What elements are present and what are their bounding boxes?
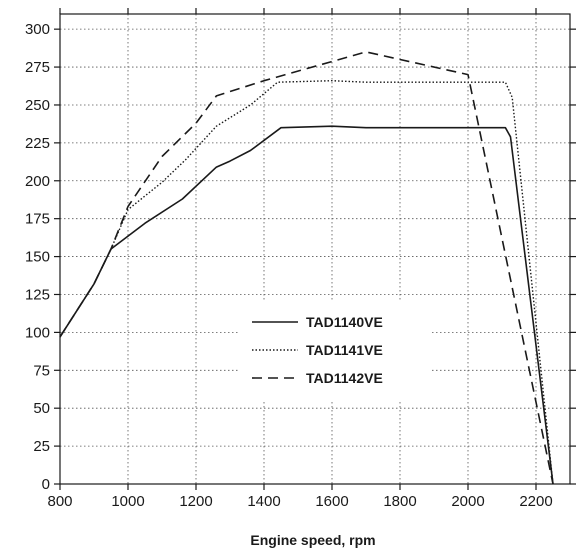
x-axis-title: Engine speed, rpm — [250, 532, 375, 548]
x-tick-label: 1000 — [111, 493, 144, 510]
y-tick-label: 25 — [33, 438, 50, 455]
y-tick-label: 200 — [25, 173, 50, 190]
series-line-tad1140ve — [59, 125, 554, 485]
y-tick-label: 175 — [25, 211, 50, 228]
plot-frame — [59, 13, 571, 485]
y-tick-label: 50 — [33, 400, 50, 417]
y-tick-label: 0 — [42, 476, 50, 493]
x-tick-label: 2200 — [519, 493, 552, 510]
series-line-tad1141ve — [59, 79, 554, 485]
y-tick-label: 225 — [25, 135, 50, 152]
y-tick-label: 125 — [25, 286, 50, 303]
legend-box — [240, 302, 430, 400]
y-tick-label: 75 — [33, 362, 50, 379]
legend-label: TAD1140VE — [306, 314, 383, 330]
legend-label: TAD1142VE — [306, 370, 383, 386]
legend-label: TAD1141VE — [306, 342, 383, 358]
x-tick-label: 800 — [47, 493, 72, 510]
x-tick-label: 1800 — [383, 493, 416, 510]
x-tick-label: 1200 — [179, 493, 212, 510]
x-tick-label: 1400 — [247, 493, 280, 510]
series-lines — [59, 51, 554, 485]
series-line-tad1142ve — [59, 51, 554, 485]
y-tick-label: 150 — [25, 249, 50, 266]
legend: TAD1140VE TAD1141VE TAD1142VE — [240, 302, 430, 400]
axes — [54, 8, 576, 490]
tick-labels: 800 1000 1200 1400 1600 1800 2000 2200 0 25 50 75 10… — [25, 21, 553, 510]
x-tick-label: 1600 — [315, 493, 348, 510]
x-tick-label: 2000 — [451, 493, 484, 510]
y-tick-label: 250 — [25, 97, 50, 114]
y-tick-label: 300 — [25, 21, 50, 38]
y-tick-label: 100 — [25, 324, 50, 341]
y-tick-label: 275 — [25, 59, 50, 76]
grid — [59, 14, 570, 485]
